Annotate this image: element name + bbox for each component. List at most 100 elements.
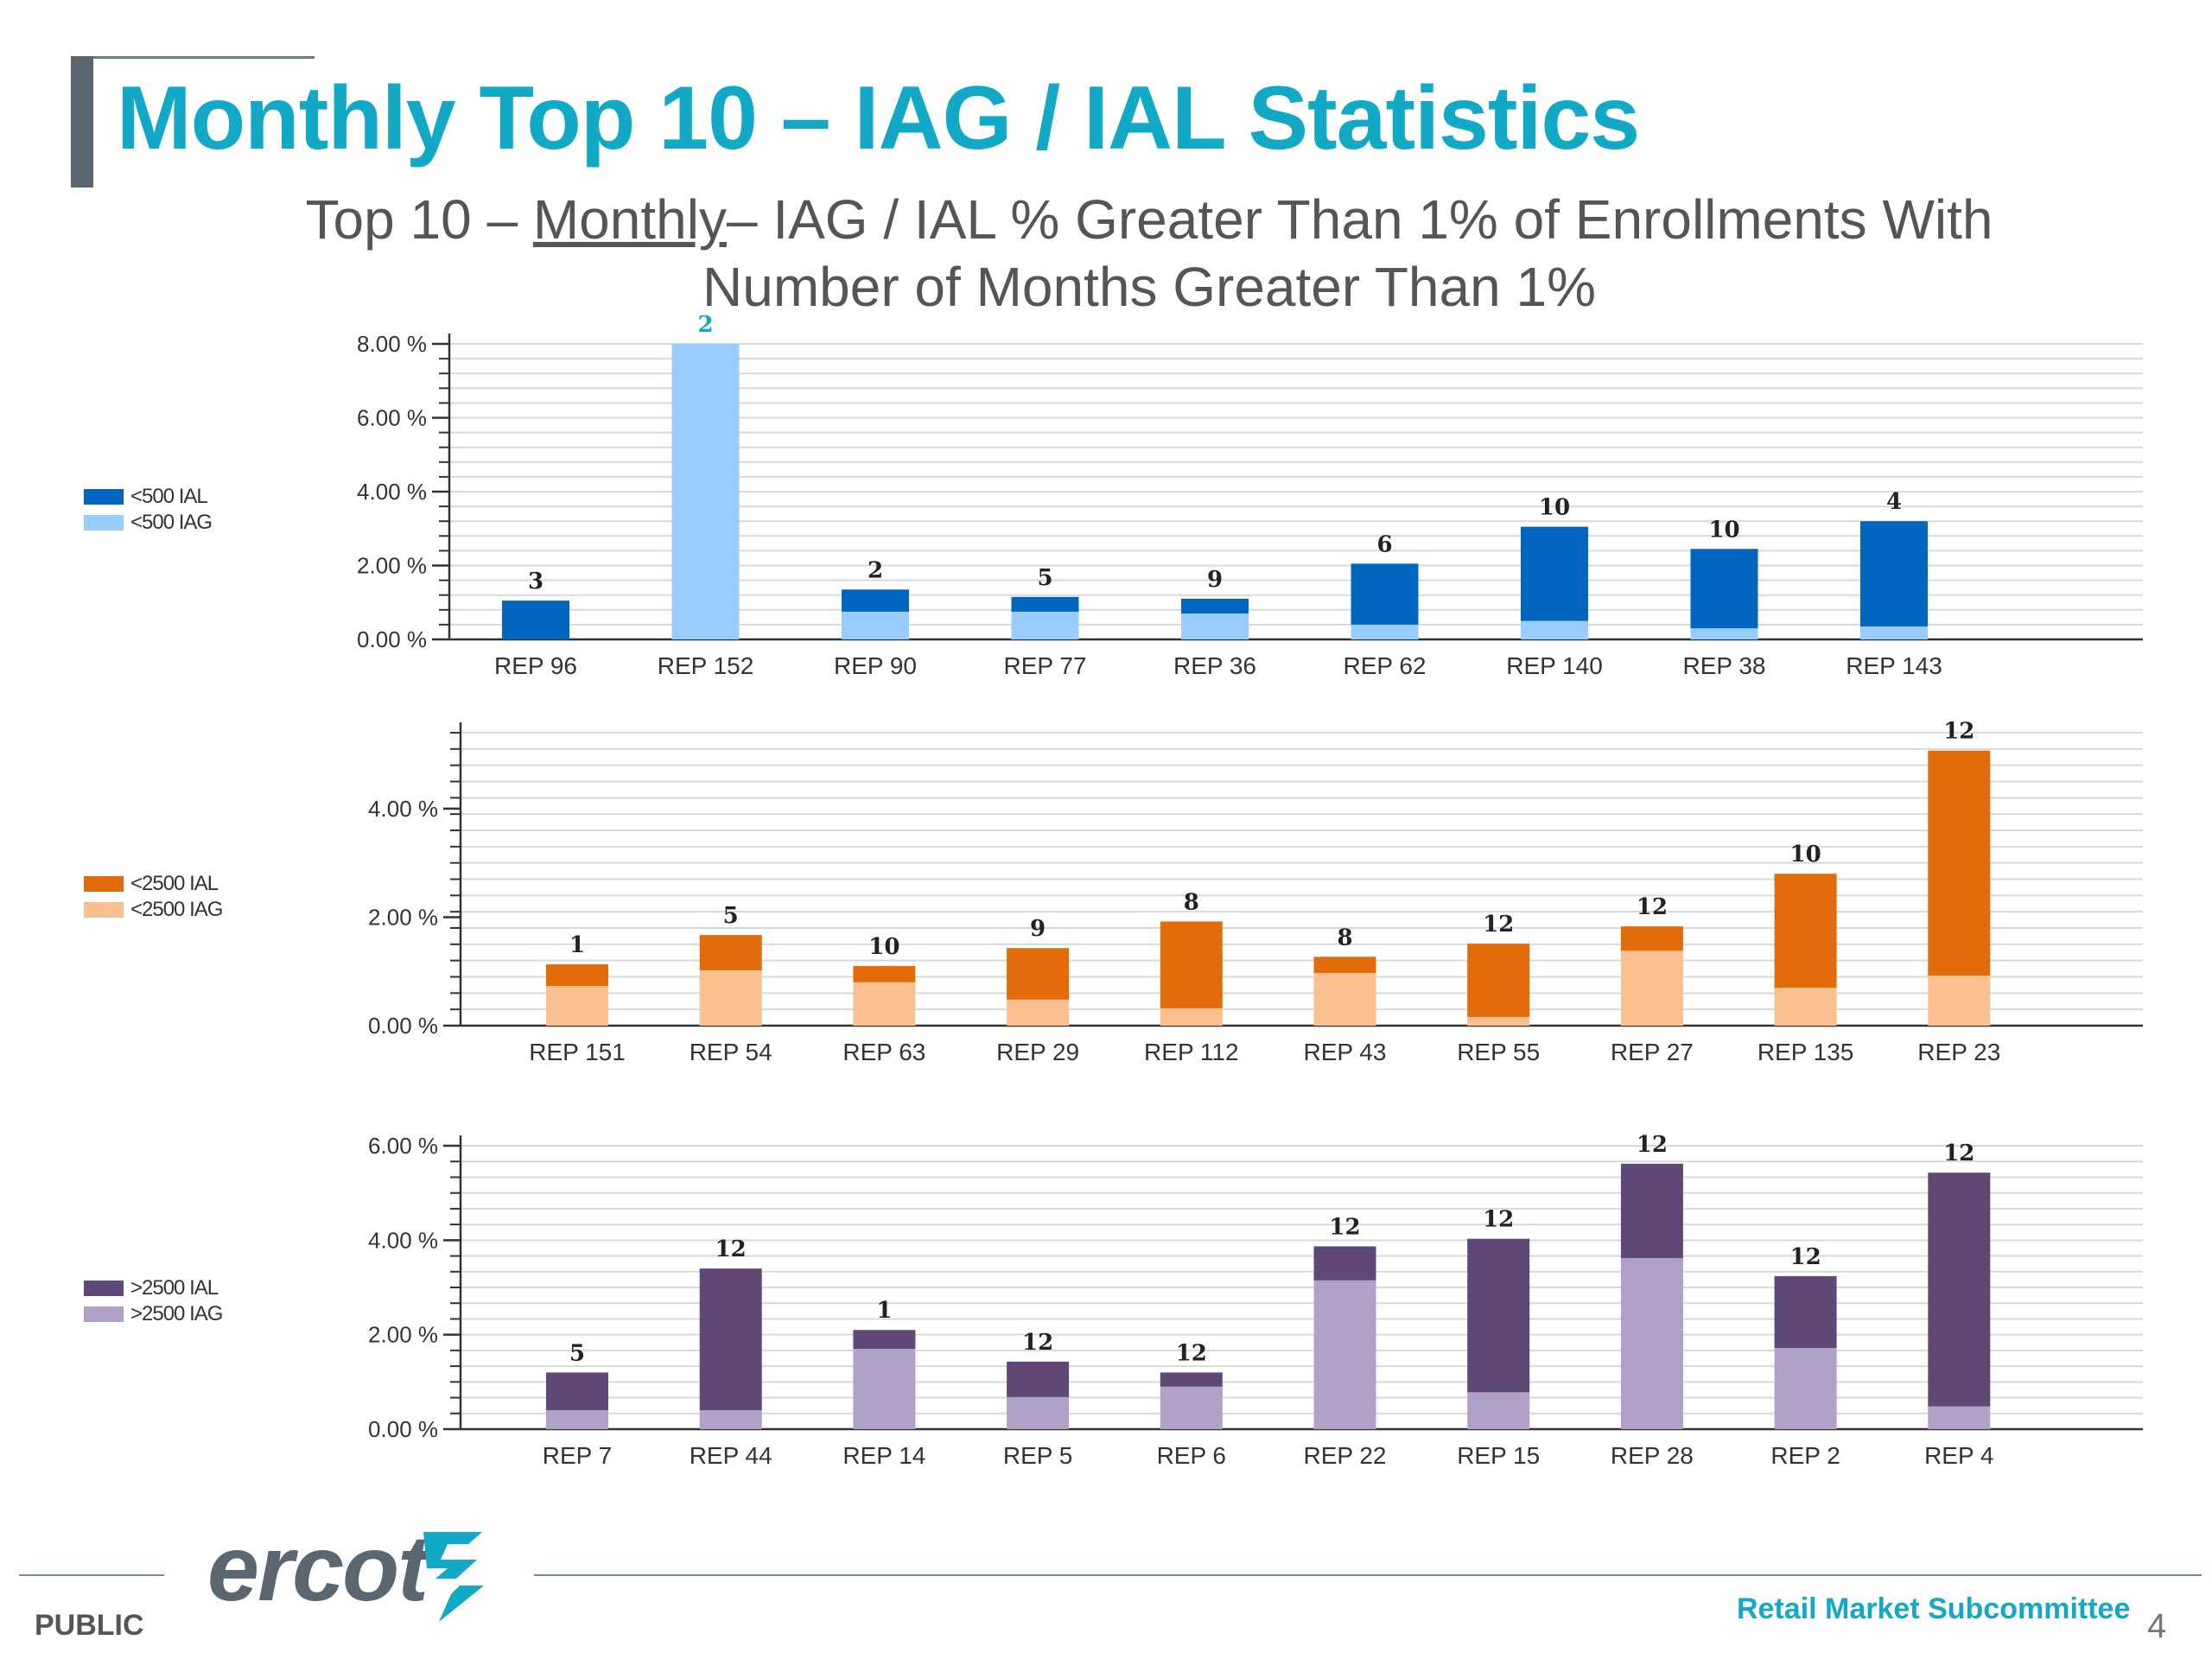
legend-item: <2500 IAG [84, 897, 223, 923]
bar-segment-500ial [1011, 596, 1079, 612]
data-label: 9 [1030, 916, 1046, 942]
subtitle-prefix: Top 10 – [305, 188, 533, 251]
bar-segment-2500iag [1160, 1007, 1223, 1026]
bar-segment-2500ial [1467, 1238, 1530, 1393]
x-tick-label: REP 6 [1157, 1442, 1226, 1469]
bar-segment-500ial [842, 589, 909, 612]
x-tick-label: REP 4 [1924, 1442, 1993, 1469]
x-tick-label: REP 22 [1304, 1442, 1387, 1469]
footer-divider-left [19, 1574, 164, 1576]
data-label: 5 [723, 903, 739, 929]
bar-segment-2500iag [1774, 988, 1837, 1026]
bar-segment-2500ial [1007, 1361, 1070, 1397]
bar-segment-500iag [1860, 626, 1928, 639]
x-tick-label: REP 112 [1144, 1039, 1238, 1065]
public-label: PUBLIC [35, 1609, 144, 1642]
x-tick-label: REP 7 [543, 1442, 612, 1469]
data-label: 12 [1637, 894, 1668, 920]
y-tick-label: 6.00 % [357, 405, 427, 431]
y-tick-label: 8.00 % [357, 331, 427, 357]
x-tick-label: REP 27 [1611, 1039, 1694, 1065]
x-tick-label: REP 143 [1846, 652, 1942, 679]
bar-segment-2500iag [1313, 973, 1376, 1026]
bar-segment-2500ial [1774, 874, 1837, 988]
legend-swatch [84, 902, 124, 918]
y-tick-label: 0.00 % [368, 1416, 438, 1442]
legend-swatch [84, 515, 124, 531]
y-tick-label: 2.00 % [368, 904, 438, 930]
legend-swatch [84, 1281, 124, 1296]
bar-segment-2500iag [699, 1410, 762, 1429]
x-tick-label: REP 90 [834, 652, 917, 679]
x-tick-label: REP 14 [842, 1442, 925, 1469]
subtitle-line2: Number of Months Greater Than 1% [702, 256, 1596, 318]
y-tick-label: 6.00 % [368, 1133, 438, 1159]
x-tick-label: REP 62 [1344, 652, 1427, 679]
bar-segment-2500ial [1313, 1246, 1376, 1281]
committee-label: Retail Market Subcommittee [1737, 1592, 2131, 1625]
bar-segment-2500iag [699, 969, 762, 1026]
data-label: 10 [1539, 495, 1570, 521]
legend-item: <500 IAG [84, 510, 213, 536]
data-label: 12 [1176, 1340, 1207, 1366]
data-label: 12 [1022, 1330, 1053, 1356]
bar-segment-500iag [842, 611, 909, 639]
bar-segment-500iag [1351, 624, 1419, 639]
bar-segment-2500ial [1313, 957, 1376, 974]
y-tick-label: 4.00 % [368, 1227, 438, 1253]
data-label: 12 [715, 1236, 747, 1262]
legend-swatch [84, 1306, 124, 1322]
data-label: 4 [1886, 489, 1902, 515]
data-label: 12 [1637, 1132, 1668, 1158]
ercot-logo-bolt-icon [423, 1532, 484, 1622]
bar-segment-2500iag [853, 1349, 916, 1429]
bar-segment-2500ial [546, 964, 608, 987]
bar-segment-500iag [671, 344, 740, 639]
data-label: 2 [697, 312, 713, 338]
data-label: 6 [1376, 531, 1392, 557]
bar-segment-2500ial [1467, 944, 1530, 1017]
x-tick-label: REP 63 [842, 1039, 925, 1065]
bar-segment-500ial [1860, 521, 1928, 627]
legend-item: >2500 IAG [84, 1301, 223, 1327]
bar-segment-2500iag [1007, 999, 1070, 1026]
x-tick-label: REP 38 [1683, 652, 1766, 679]
y-tick-label: 0.00 % [368, 1013, 438, 1039]
data-label: 1 [876, 1298, 892, 1324]
bar-segment-2500iag [1928, 1406, 1991, 1429]
y-tick-label: 2.00 % [368, 1322, 438, 1348]
data-label: 12 [1943, 719, 1974, 745]
legend-label: >2500 IAL [130, 1276, 219, 1300]
data-label: 5 [1037, 565, 1052, 591]
x-tick-label: REP 151 [529, 1039, 626, 1065]
data-label: 10 [868, 934, 899, 960]
legend-label: <2500 IAG [130, 898, 223, 921]
bar-segment-2500iag [853, 982, 916, 1026]
legend-item: >2500 IAL [84, 1275, 222, 1301]
bar-segment-500ial [1690, 549, 1758, 629]
x-tick-label: REP 43 [1304, 1039, 1387, 1065]
bar-segment-2500iag [1774, 1347, 1837, 1429]
data-label: 2 [868, 557, 883, 583]
data-label: 10 [1708, 517, 1739, 543]
legend-item: <500 IAL [84, 484, 212, 510]
legend-chart-2: <2500 IAL <2500 IAG [84, 871, 223, 923]
bar-segment-500iag [1181, 613, 1249, 639]
bar-segment-500ial [1181, 598, 1249, 614]
data-label: 12 [1943, 1141, 1974, 1166]
x-tick-label: REP 23 [1917, 1039, 2000, 1065]
bar-segment-2500iag [1313, 1280, 1376, 1429]
y-tick-label: 4.00 % [368, 796, 438, 822]
x-tick-label: REP 15 [1457, 1442, 1540, 1469]
data-label: 5 [569, 1340, 585, 1366]
bar-segment-2500ial [1928, 1173, 1991, 1407]
bar-segment-2500iag [1620, 950, 1683, 1026]
x-tick-label: REP 55 [1457, 1039, 1540, 1065]
x-tick-label: REP 54 [690, 1039, 772, 1065]
data-label: 12 [1329, 1214, 1360, 1240]
data-label: 8 [1337, 925, 1352, 950]
data-label: 1 [569, 932, 585, 958]
x-tick-label: REP 29 [996, 1039, 1079, 1065]
data-label: 12 [1790, 1244, 1821, 1270]
